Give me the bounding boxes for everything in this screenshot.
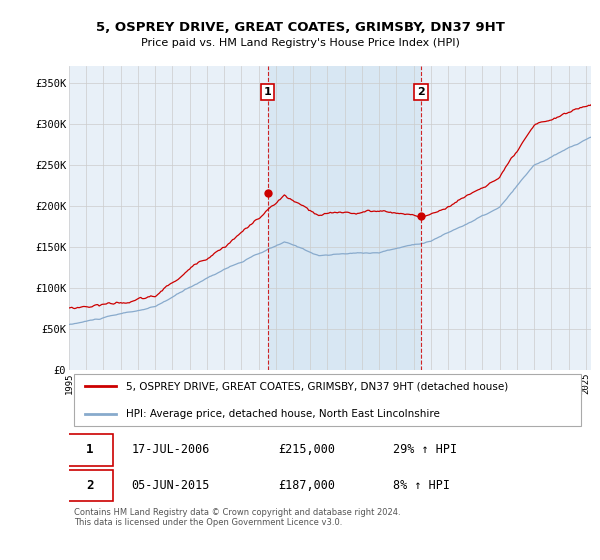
Text: 1: 1 (86, 444, 94, 456)
Text: Price paid vs. HM Land Registry's House Price Index (HPI): Price paid vs. HM Land Registry's House … (140, 38, 460, 48)
Text: 2: 2 (86, 479, 94, 492)
FancyBboxPatch shape (67, 469, 113, 501)
Text: HPI: Average price, detached house, North East Lincolnshire: HPI: Average price, detached house, Nort… (127, 409, 440, 419)
Text: 29% ↑ HPI: 29% ↑ HPI (392, 444, 457, 456)
Text: 8% ↑ HPI: 8% ↑ HPI (392, 479, 449, 492)
Text: Contains HM Land Registry data © Crown copyright and database right 2024.
This d: Contains HM Land Registry data © Crown c… (74, 508, 401, 528)
FancyBboxPatch shape (67, 434, 113, 466)
Text: 2: 2 (417, 87, 425, 97)
Text: 5, OSPREY DRIVE, GREAT COATES, GRIMSBY, DN37 9HT: 5, OSPREY DRIVE, GREAT COATES, GRIMSBY, … (95, 21, 505, 34)
Text: £215,000: £215,000 (278, 444, 335, 456)
Text: 1: 1 (264, 87, 272, 97)
FancyBboxPatch shape (74, 374, 581, 426)
Text: £187,000: £187,000 (278, 479, 335, 492)
Text: 5, OSPREY DRIVE, GREAT COATES, GRIMSBY, DN37 9HT (detached house): 5, OSPREY DRIVE, GREAT COATES, GRIMSBY, … (127, 381, 509, 391)
Text: 05-JUN-2015: 05-JUN-2015 (131, 479, 210, 492)
Bar (268, 66, 421, 370)
Text: 17-JUL-2006: 17-JUL-2006 (131, 444, 210, 456)
